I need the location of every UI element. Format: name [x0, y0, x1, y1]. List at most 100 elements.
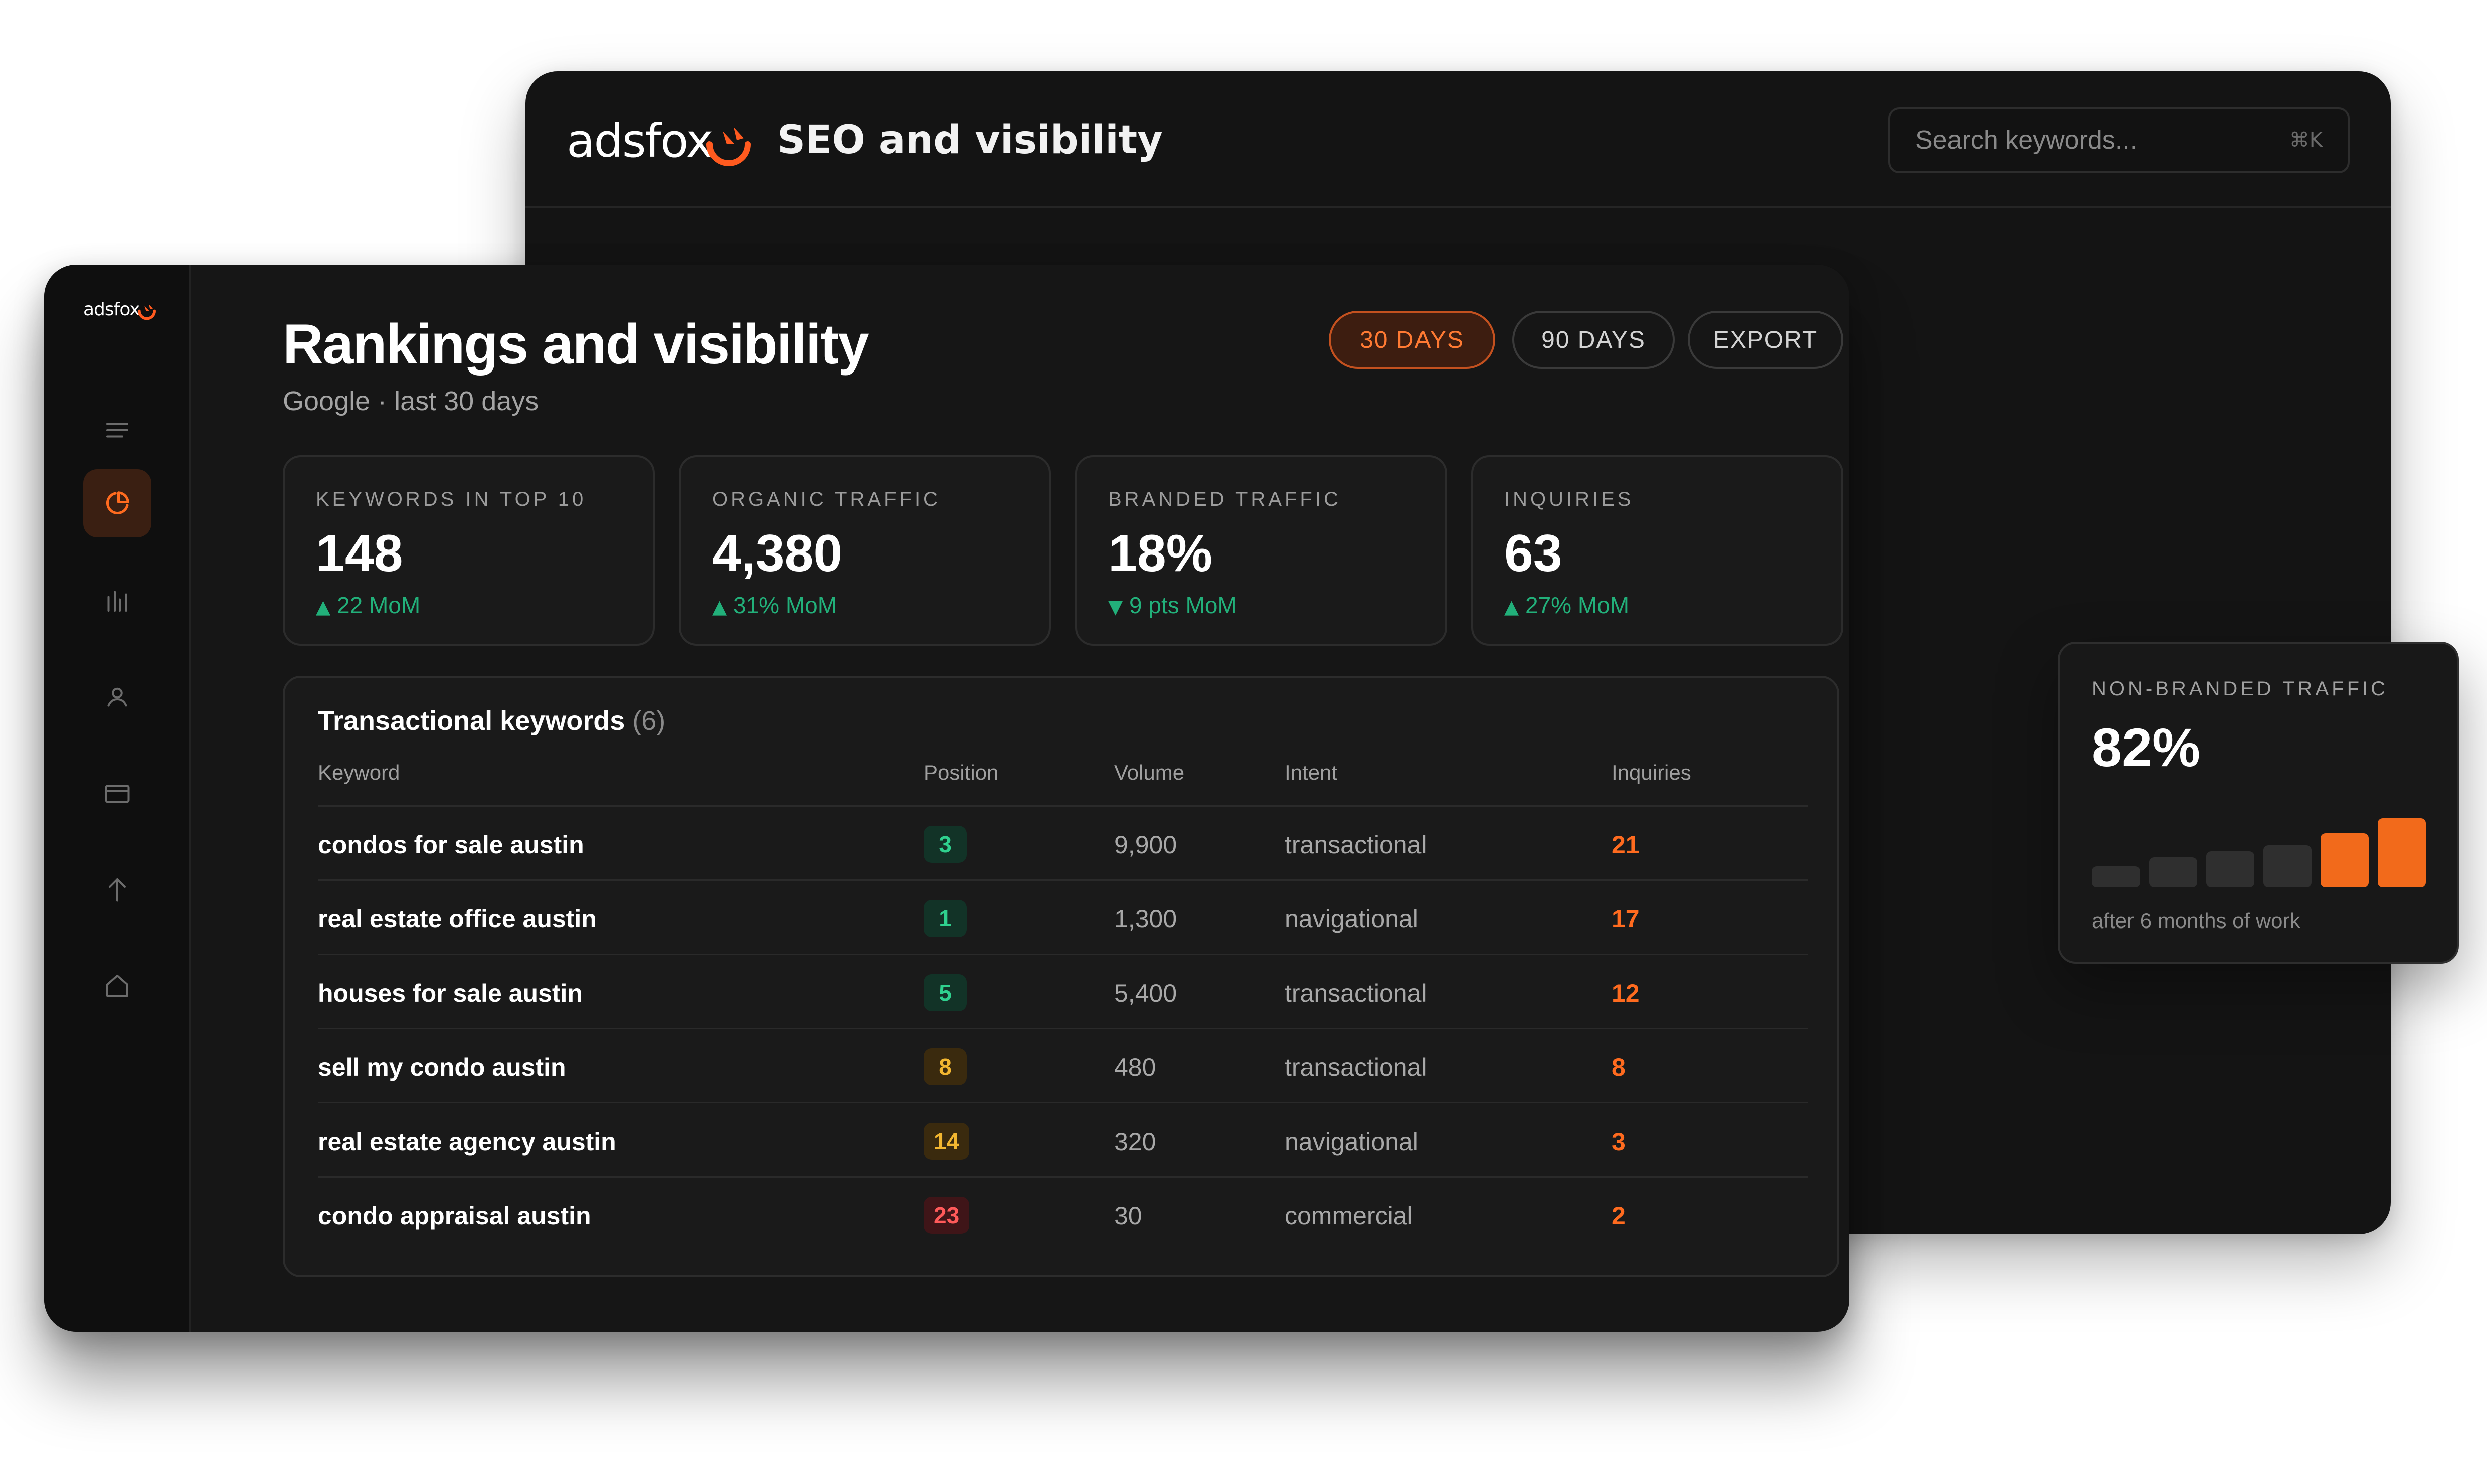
rankings-window: adsfox Rankings and vis — [44, 265, 1849, 1332]
search-shortcut-hint: ⌘K — [2289, 129, 2323, 152]
keyword-cell: real estate office austin — [318, 905, 597, 933]
stat-label: BRANDED TRAFFIC — [1108, 488, 1341, 510]
position-badge: 23 — [924, 1197, 970, 1234]
intent-cell: transactional — [1285, 979, 1427, 1007]
stat-delta: ▲ 31% MoM — [712, 592, 837, 619]
volume-cell: 5,400 — [1114, 979, 1177, 1007]
search-box[interactable]: ⌘K — [1888, 107, 2350, 173]
position-badge: 1 — [924, 900, 967, 937]
non-branded-traffic-card: NON-BRANDED TRAFFIC 82% after 6 months o… — [2058, 642, 2459, 964]
nav-home[interactable] — [83, 952, 151, 1020]
90-days-button[interactable]: 90 DAYS — [1512, 311, 1675, 369]
table-row[interactable]: houses for sale austin 5 5,400 transacti… — [318, 954, 1808, 1028]
inquiries-cell: 3 — [1612, 1128, 1626, 1156]
nav-upload[interactable] — [83, 855, 151, 923]
table-count: (6) — [632, 706, 666, 736]
stat-delta-text: 27% MoM — [1525, 592, 1630, 618]
stat-value: 18% — [1108, 524, 1213, 583]
menu-icon — [106, 423, 128, 438]
stat-delta: ▲ 27% MoM — [1504, 592, 1629, 619]
inquiries-cell: 21 — [1612, 831, 1640, 859]
volume-cell: 30 — [1114, 1202, 1142, 1230]
inquiries-cell: 8 — [1612, 1053, 1626, 1081]
trend-up-icon: ▲ — [1504, 596, 1519, 618]
mini-bar-1 — [2092, 866, 2140, 887]
stat-label: KEYWORDS IN TOP 10 — [316, 488, 587, 510]
mini-bar-3 — [2206, 851, 2254, 887]
trend-up-icon: ▲ — [712, 596, 727, 618]
table-title: Transactional keywords (6) — [318, 706, 666, 736]
sidebar: adsfox — [44, 265, 191, 1332]
inquiries-cell: 12 — [1612, 979, 1640, 1007]
volume-cell: 9,900 — [1114, 831, 1177, 859]
nav-reports[interactable] — [83, 567, 151, 635]
bar-chart-icon — [107, 591, 127, 612]
position-badge: 3 — [924, 826, 967, 863]
card-icon — [105, 785, 130, 803]
nav-audience[interactable] — [83, 663, 151, 731]
table-row[interactable]: sell my condo austin 8 480 transactional… — [318, 1028, 1808, 1102]
nav-analytics[interactable] — [83, 469, 151, 537]
column-header-inquiries[interactable]: Inquiries — [1612, 761, 1691, 784]
keyword-cell: sell my condo austin — [318, 1053, 566, 1081]
stat-card-inquiries: INQUIRIES 63 ▲ 27% MoM — [1471, 455, 1843, 646]
intent-cell: navigational — [1285, 905, 1418, 933]
intent-cell: transactional — [1285, 831, 1427, 859]
pie-chart-icon — [106, 491, 129, 515]
column-header-position[interactable]: Position — [924, 761, 999, 784]
stat-value: 63 — [1504, 524, 1562, 583]
fox-logo-icon — [137, 304, 156, 320]
stat-card-organic-traffic: ORGANIC TRAFFIC 4,380 ▲ 31% MoM — [679, 455, 1051, 646]
intent-cell: navigational — [1285, 1128, 1418, 1156]
back-window-header: adsfox SEO and visibility ⌘K — [525, 71, 2391, 208]
stat-card-keywords-top10: KEYWORDS IN TOP 10 148 ▲ 22 MoM — [283, 455, 655, 646]
position-badge: 5 — [924, 974, 967, 1011]
volume-cell: 480 — [1114, 1053, 1156, 1081]
section-title: SEO and visibility — [777, 118, 1163, 163]
stat-delta-text: 22 MoM — [337, 592, 421, 618]
trend-down-icon: ▼ — [1108, 596, 1123, 618]
stat-delta: ▲ 22 MoM — [316, 592, 420, 619]
table-row[interactable]: condos for sale austin 3 9,900 transacti… — [318, 805, 1808, 879]
mini-bar-2 — [2149, 857, 2197, 887]
arrow-up-icon — [109, 878, 126, 902]
home-icon — [106, 975, 128, 997]
stat-delta-text: 9 pts MoM — [1129, 592, 1237, 618]
search-input[interactable] — [1915, 125, 2256, 155]
stat-label: ORGANIC TRAFFIC — [712, 488, 941, 510]
stat-delta: ▼ 9 pts MoM — [1108, 592, 1237, 619]
stat-delta-text: 31% MoM — [733, 592, 837, 618]
nav-menu[interactable] — [83, 396, 151, 464]
column-header-intent[interactable]: Intent — [1285, 761, 1338, 784]
trend-up-icon: ▲ — [316, 596, 331, 618]
volume-cell: 320 — [1114, 1128, 1156, 1156]
float-card-value: 82% — [2092, 717, 2201, 778]
keyword-cell: condos for sale austin — [318, 831, 584, 859]
stat-label: INQUIRIES — [1504, 488, 1634, 510]
position-badge: 8 — [924, 1048, 967, 1085]
fox-logo-icon — [706, 127, 751, 166]
column-header-volume[interactable]: Volume — [1114, 761, 1185, 784]
float-card-label: NON-BRANDED TRAFFIC — [2092, 678, 2389, 700]
30-days-button[interactable]: 30 DAYS — [1329, 311, 1495, 369]
page-subtitle: Google · last 30 days — [283, 386, 539, 416]
table-row[interactable]: real estate agency austin 14 320 navigat… — [318, 1102, 1808, 1176]
keyword-cell: real estate agency austin — [318, 1128, 616, 1156]
main-content: Rankings and visibility Google · last 30… — [191, 265, 1849, 1332]
nav-billing[interactable] — [83, 759, 151, 827]
position-badge: 14 — [924, 1123, 970, 1160]
table-row[interactable]: condo appraisal austin 23 30 commercial … — [318, 1176, 1808, 1250]
column-header-keyword[interactable]: Keyword — [318, 761, 400, 784]
mini-bar-5 — [2321, 833, 2369, 887]
user-icon — [107, 687, 127, 707]
mini-bar-4 — [2263, 845, 2312, 887]
table-row[interactable]: real estate office austin 1 1,300 naviga… — [318, 879, 1808, 954]
mini-bar-6 — [2378, 818, 2426, 887]
export-button[interactable]: EXPORT — [1688, 311, 1843, 369]
page-title: Rankings and visibility — [283, 313, 869, 376]
sidebar-logo: adsfox — [83, 300, 157, 320]
stat-value: 148 — [316, 524, 403, 583]
volume-cell: 1,300 — [1114, 905, 1177, 933]
keyword-cell: houses for sale austin — [318, 979, 583, 1007]
intent-cell: commercial — [1285, 1202, 1413, 1230]
